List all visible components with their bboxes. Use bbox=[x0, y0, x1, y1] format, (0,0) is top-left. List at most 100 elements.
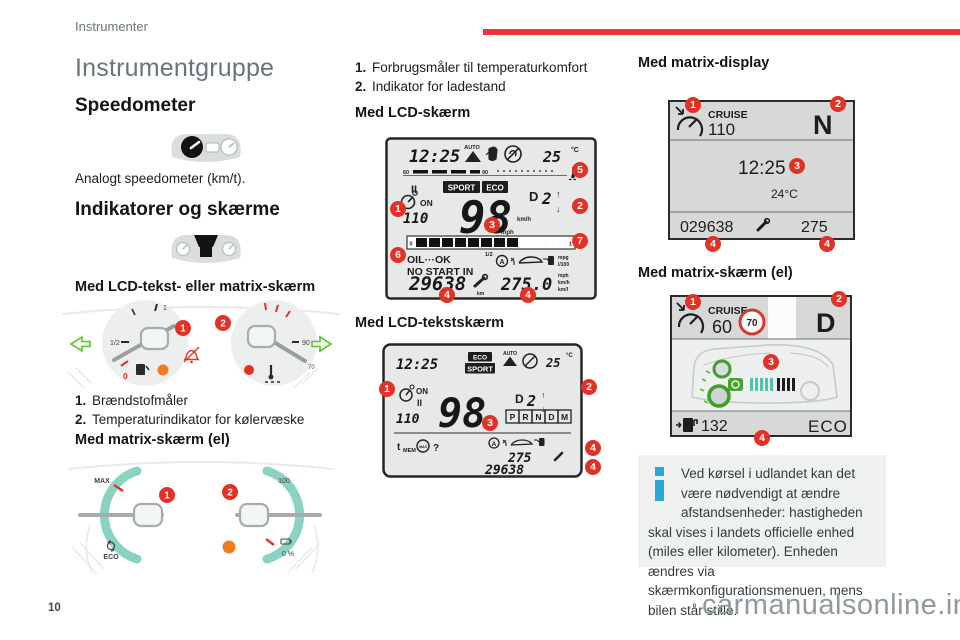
auto-wiper-label: AUTO bbox=[503, 351, 517, 357]
lcd-matrix-heading: Med LCD-tekst- eller matrix-skærm bbox=[75, 279, 316, 295]
fuel-temp-gauges-figure: 1 1/2 0 90 70 1 2 bbox=[62, 300, 340, 388]
wrench-icon bbox=[756, 220, 768, 232]
max-speed-icon bbox=[416, 439, 430, 453]
lcd-consumption: 275.0 bbox=[500, 275, 552, 295]
badge-4: 4 bbox=[585, 459, 601, 475]
legend-label: Indikator for ladestand bbox=[372, 79, 506, 94]
badge-2: 2 bbox=[572, 198, 588, 214]
fuel-half: 1/2 bbox=[485, 252, 493, 258]
lcd-gear: D bbox=[529, 189, 538, 204]
page-number: 10 bbox=[48, 602, 61, 614]
unit-l100: l/100 bbox=[558, 262, 569, 268]
lcd-pause: II bbox=[411, 184, 417, 196]
info-text: Ved kørsel i udlandet kan det være nødve… bbox=[648, 466, 863, 618]
trip-mem-label: MEM bbox=[403, 448, 416, 454]
matrix-el-gauges-heading: Med matrix-skærm (el) bbox=[75, 432, 230, 448]
car-icon bbox=[518, 256, 544, 264]
lcd-text-screen-figure: 12:25 ECO SPORT AUTO 25 °C ON II 110 98 … bbox=[379, 343, 601, 478]
badge-3: 3 bbox=[789, 158, 805, 174]
limit-arrow-icon bbox=[675, 106, 684, 115]
hand-icon bbox=[485, 146, 498, 162]
fuel-pump-icon bbox=[136, 364, 145, 375]
lcd-eco-badge: ECO bbox=[486, 184, 503, 193]
badge-3: 3 bbox=[484, 217, 500, 233]
badge-7: 7 bbox=[572, 233, 588, 249]
legend-item: 2. Indikator for ladestand bbox=[355, 77, 587, 96]
display-cluster-icon bbox=[171, 235, 241, 263]
stop-start-icon bbox=[495, 254, 509, 268]
temp-warning-dot-icon bbox=[244, 365, 254, 375]
badge-4: 4 bbox=[585, 440, 601, 456]
badge-4: 4 bbox=[754, 430, 770, 446]
header-accent-bar bbox=[483, 29, 960, 35]
gear-down-arrow: ↓ bbox=[556, 204, 561, 214]
badge-2: 2 bbox=[222, 484, 238, 500]
lcd2-gear-step: 2 bbox=[526, 392, 536, 410]
badge-5: 5 bbox=[572, 162, 588, 178]
key-icon bbox=[502, 439, 507, 446]
energy-bars bbox=[750, 378, 795, 391]
unit-mph: mph bbox=[558, 273, 569, 279]
lcd-text-screen-heading: Med LCD-tekstskærm bbox=[355, 315, 505, 331]
lcd2-cabin-temp: 25 bbox=[545, 356, 560, 370]
electric-motor-icon bbox=[728, 378, 743, 391]
gear-down-arrow: ↓ bbox=[541, 404, 545, 414]
lcd-cruise-on: ON bbox=[420, 198, 433, 208]
info-box: Ved kørsel i udlandet kan det være nødve… bbox=[638, 455, 886, 618]
gear-up-arrow: ↑ bbox=[541, 390, 545, 400]
front-wheel-icon bbox=[707, 384, 731, 408]
legend-label: Temperaturindikator for kølervæske bbox=[92, 412, 305, 427]
lcd2-odometer: 29638 bbox=[484, 463, 524, 478]
badge-3: 3 bbox=[763, 354, 779, 370]
lcd-sport-badge: SPORT bbox=[448, 184, 476, 193]
refuel-pump-icon bbox=[539, 438, 545, 446]
badge-1: 1 bbox=[175, 320, 191, 336]
badge-3: 3 bbox=[482, 415, 498, 431]
wiper-icon bbox=[465, 151, 481, 162]
badge-2: 2 bbox=[581, 379, 597, 395]
gauge-legend: 1. Brændstofmåler 2. Temperaturindikator… bbox=[75, 391, 304, 429]
svg-text:R: R bbox=[522, 412, 528, 422]
badge-1: 1 bbox=[685, 97, 701, 113]
speed-limit-sign bbox=[738, 308, 766, 336]
air-recirculation-icon bbox=[522, 353, 538, 369]
fuel-empty-label: 0 bbox=[123, 371, 128, 381]
consumption-legend: 1. Forbrugsmåler til temperaturkomfort 2… bbox=[355, 58, 587, 96]
legend-number: 1. bbox=[355, 60, 367, 75]
lcd-no-start: NO START IN bbox=[407, 266, 473, 278]
svg-text:A: A bbox=[492, 441, 497, 448]
temp-90-label: 90 bbox=[302, 340, 310, 347]
lcd-cruise-speed: 110 bbox=[403, 211, 428, 227]
svg-text:MAX: MAX bbox=[419, 445, 428, 449]
lcd-gear-step: 2 bbox=[541, 189, 552, 208]
lcd-oil-status: OIL···OK bbox=[407, 254, 451, 266]
lcd2-gear: D bbox=[515, 392, 524, 406]
lcd-kmh-unit: km/h bbox=[517, 217, 531, 223]
key-icon bbox=[510, 257, 515, 265]
fan-icon bbox=[106, 541, 116, 551]
badge-2: 2 bbox=[215, 315, 231, 331]
mx1-temp: 24°C bbox=[771, 187, 798, 201]
lcd2-on: ON bbox=[416, 387, 428, 396]
unit-kmh: km/h bbox=[558, 280, 570, 286]
scale-90: 90 bbox=[482, 170, 488, 176]
refuel-pump-icon bbox=[548, 256, 554, 265]
page-title: Instrumentgruppe bbox=[75, 54, 275, 82]
turn-right-indicator-icon bbox=[311, 335, 333, 353]
svg-text:1: 1 bbox=[180, 324, 186, 335]
legend-number: 2. bbox=[355, 79, 367, 94]
badge-1: 1 bbox=[685, 294, 701, 310]
lcd-mph-unit: mph bbox=[501, 230, 514, 236]
fuel-half-label: 1/2 bbox=[110, 340, 120, 347]
mx1-gear: N bbox=[813, 110, 833, 140]
badge-1: 1 bbox=[159, 487, 175, 503]
lcd-odometer: 29638 bbox=[408, 273, 466, 295]
lcd-temp-unit: °C bbox=[571, 146, 579, 154]
legend-item: 1. Forbrugsmåler til temperaturkomfort bbox=[355, 58, 587, 77]
fuel-0: 0 bbox=[410, 242, 413, 248]
breadcrumb: Instrumenter bbox=[75, 19, 148, 34]
vehicle-energy-diagram bbox=[691, 344, 838, 408]
power-max-label: MAX bbox=[94, 478, 110, 485]
lcd-time: 12:25 bbox=[409, 147, 460, 167]
